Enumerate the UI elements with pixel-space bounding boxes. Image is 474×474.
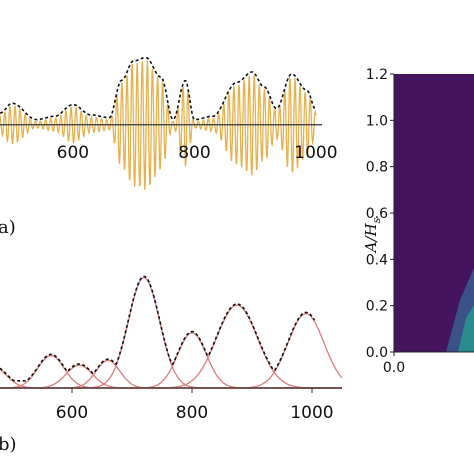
panel-c-x-ticks: 0.0 xyxy=(383,352,405,376)
panel-a: 600 800 1000 a) xyxy=(0,56,338,238)
panel-a-label: a) xyxy=(0,217,16,238)
panel-b-gaussian-peak xyxy=(0,276,342,389)
panel-b-x-tick-label: 800 xyxy=(176,403,208,423)
panel-a-x-tick-label: 800 xyxy=(178,143,210,163)
panel-b-x-ticks: 600 800 1000 xyxy=(56,388,334,423)
panel-b-gaussian-peaks xyxy=(0,276,343,389)
panel-c-y-tick-label: 0.6 xyxy=(366,206,388,222)
panel-c-y-tick-label: 0.2 xyxy=(366,299,388,315)
panel-b-envelope-line xyxy=(0,275,316,382)
panel-c-y-tick-label: 0.8 xyxy=(366,160,388,176)
panel-a-signal-line xyxy=(0,60,317,190)
panel-b-x-tick-label: 1000 xyxy=(290,403,333,423)
panel-c: 0.0 0.2 0.4 0.6 0.8 1.0 1.2 0.0 A/Hs xyxy=(362,67,474,376)
panel-a-signal-series xyxy=(0,60,317,190)
panel-c-y-tick-label: 1.0 xyxy=(366,113,388,129)
panel-c-y-tick-label: 0.0 xyxy=(366,345,388,361)
panel-a-envelope-series xyxy=(0,56,317,121)
panel-c-y-tick-label: 0.4 xyxy=(366,252,388,268)
panel-a-x-tick-label: 600 xyxy=(57,143,89,163)
panel-a-envelope-line xyxy=(0,56,317,121)
panel-b-label: b) xyxy=(0,434,17,455)
panel-c-y-tick-label: 1.2 xyxy=(366,67,388,83)
panel-a-x-tick-label: 1000 xyxy=(294,143,337,163)
panel-c-x-tick-label: 0.0 xyxy=(383,360,405,376)
panel-b-gaussian-peak xyxy=(0,304,342,389)
panel-b-gaussian-peak xyxy=(0,312,343,389)
panel-b: 600 800 1000 b) xyxy=(0,275,343,455)
panel-c-y-axis-label: A/Hs xyxy=(362,217,383,254)
panel-b-x-tick-label: 600 xyxy=(56,403,88,423)
panel-c-y-ticks: 0.0 0.2 0.4 0.6 0.8 1.0 1.2 xyxy=(366,67,394,361)
panel-c-contour-inner xyxy=(458,305,474,352)
panel-a-x-ticks: 600 800 1000 xyxy=(57,143,338,163)
panel-b-envelope-series xyxy=(0,275,316,382)
